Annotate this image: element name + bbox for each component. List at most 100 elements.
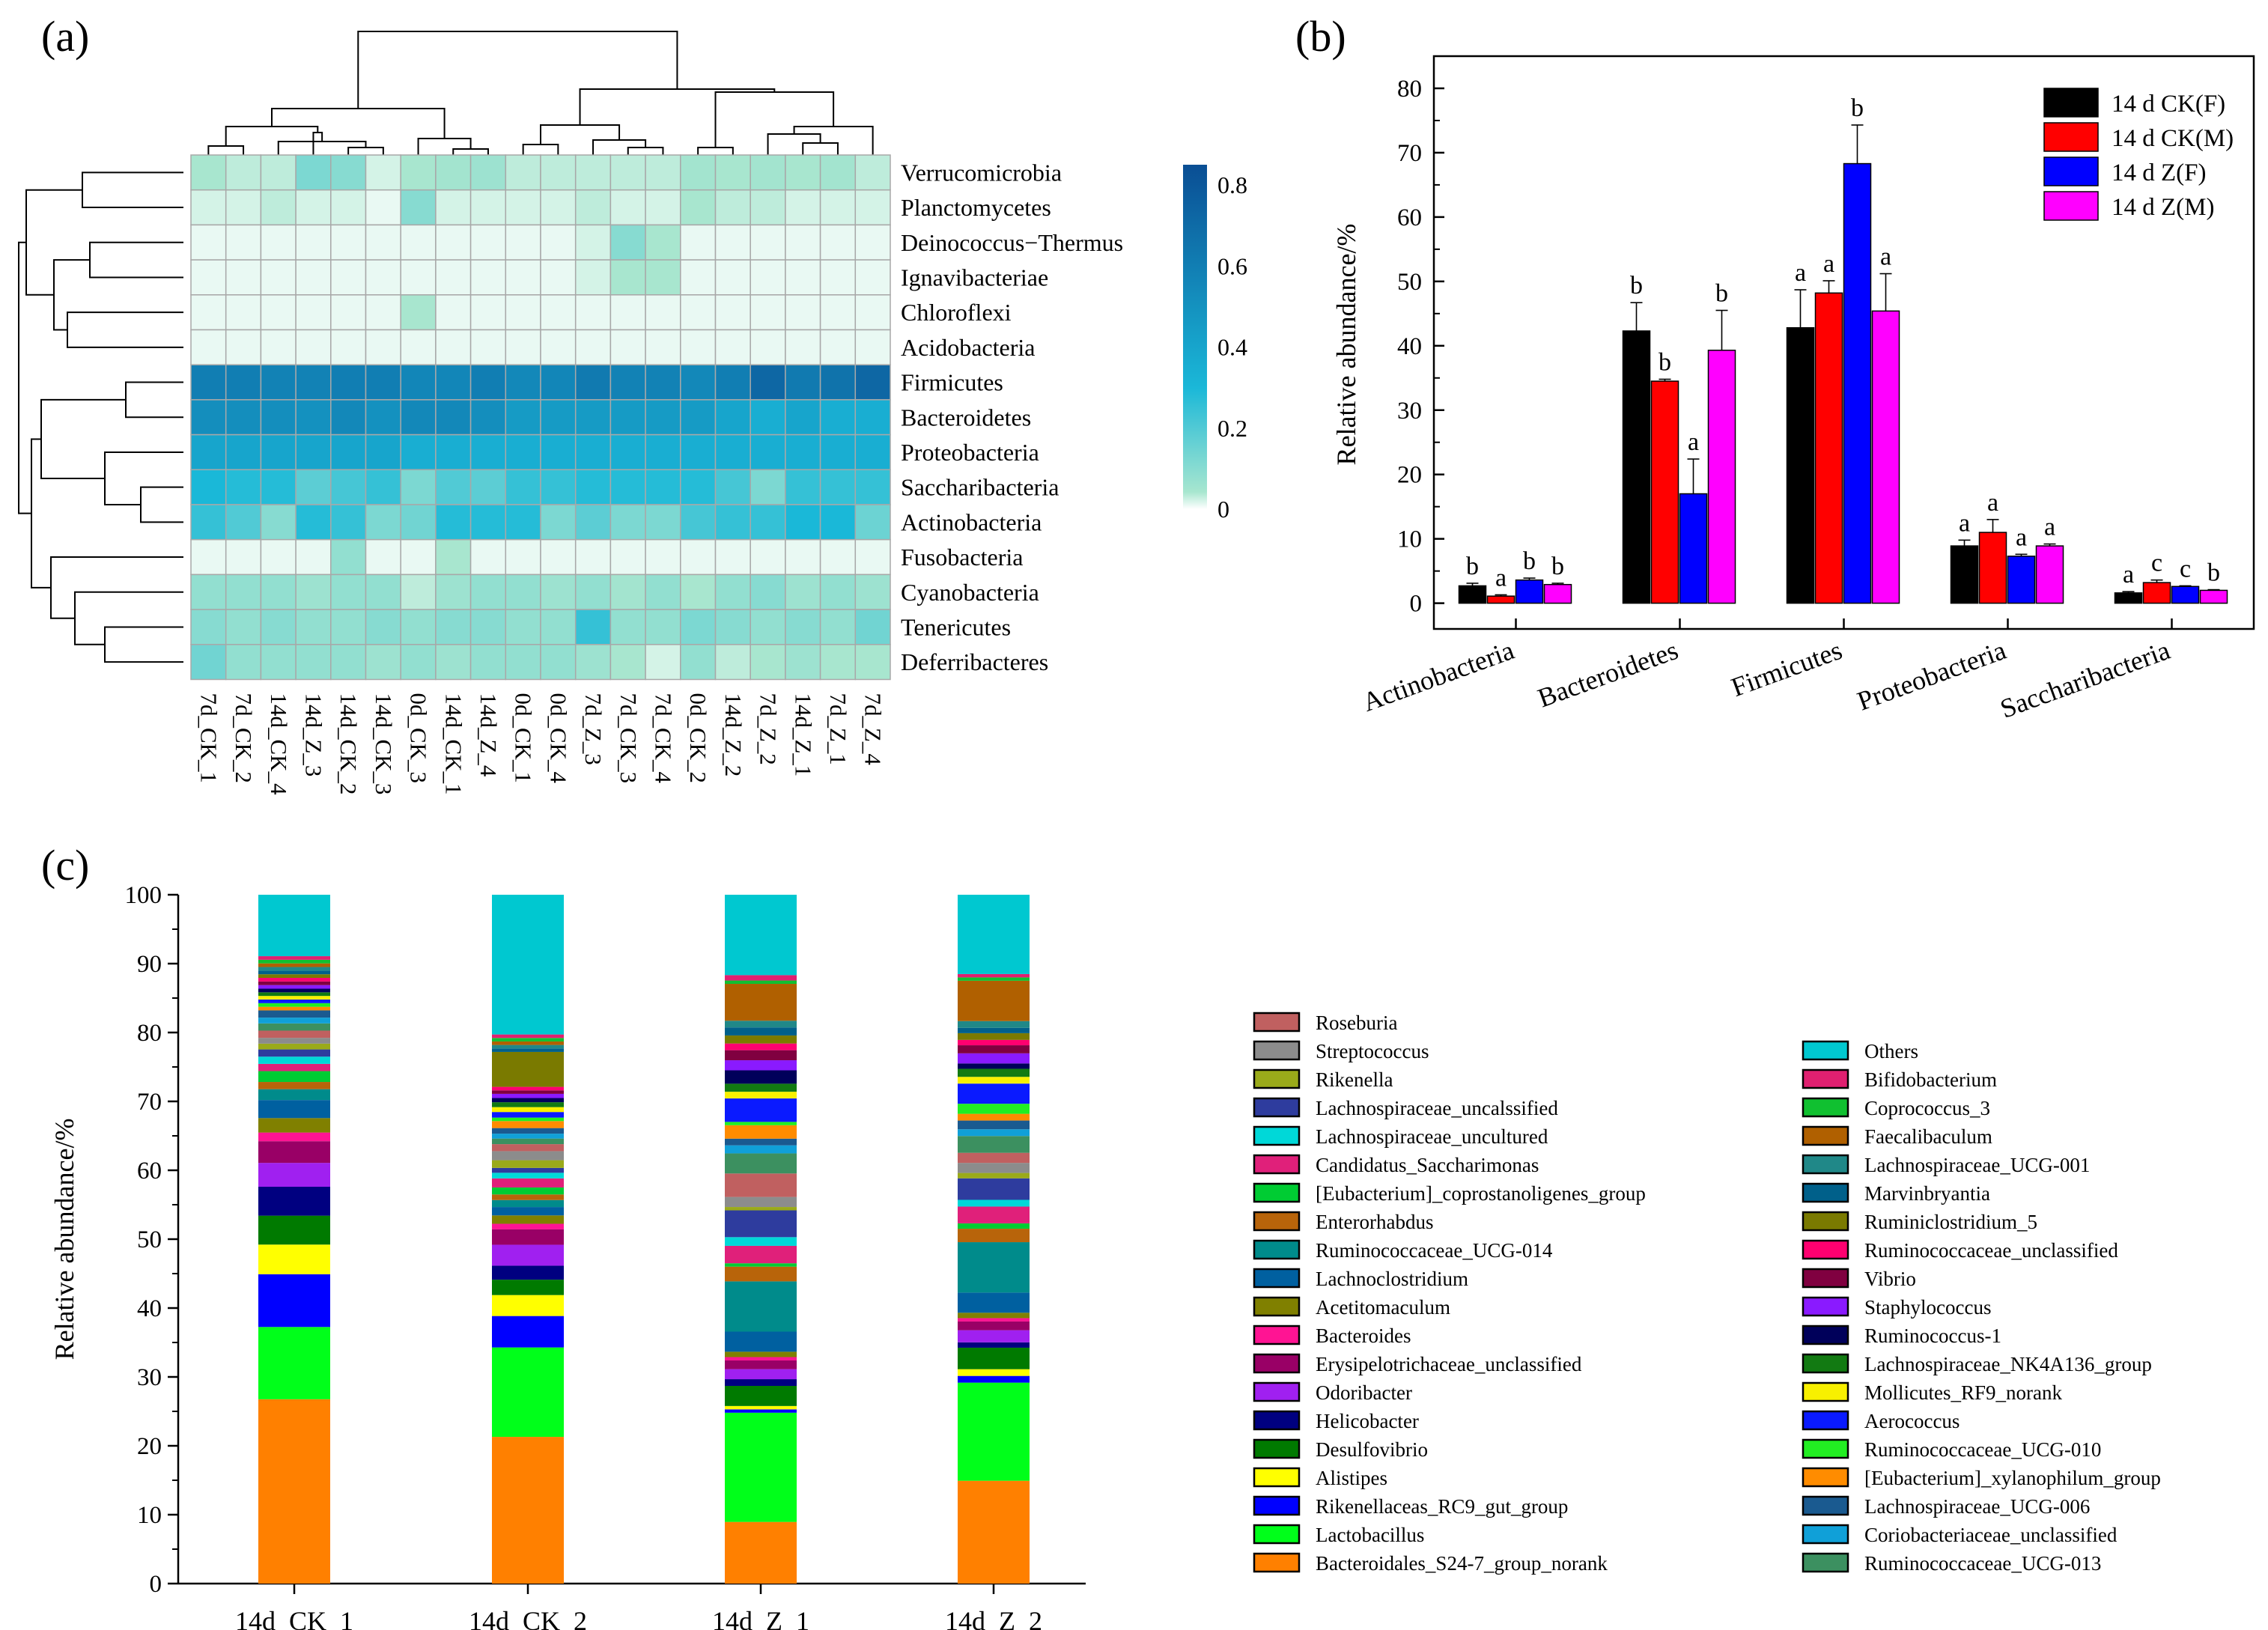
stack-segment	[725, 1173, 797, 1197]
heatmap-cell	[295, 294, 332, 331]
stack-segment	[725, 1405, 797, 1410]
stack-segment	[725, 980, 797, 985]
heatmap-cell	[609, 609, 646, 645]
stack-segment	[492, 1160, 564, 1168]
heatmap-cell	[574, 329, 612, 365]
stack-segment	[258, 1056, 330, 1064]
heatmap-cell	[435, 504, 472, 541]
legend-label: Streptococcus	[1316, 1040, 1429, 1062]
legend-swatch	[2043, 156, 2099, 186]
heatmap-cell	[469, 259, 507, 296]
heatmap-cell	[505, 189, 541, 226]
bar	[1843, 162, 1872, 604]
heatmap-cell	[260, 609, 297, 645]
dendrogram-branch	[74, 591, 183, 645]
stack-segment	[725, 1331, 797, 1352]
stack-segment	[958, 1347, 1030, 1369]
significance-letter: a	[2016, 523, 2027, 551]
heatmap-cell	[400, 504, 437, 541]
legend-label: [Eubacterium]_xylanophilum_group	[1864, 1467, 2161, 1489]
bar	[1622, 330, 1651, 604]
stack-segment	[492, 1280, 564, 1295]
legend-label: Ruminococcaceae_UCG-013	[1864, 1552, 2101, 1575]
heatmap-cell	[645, 469, 681, 505]
heatmap-cell	[540, 574, 577, 610]
stack-segment	[492, 1138, 564, 1145]
legend-swatch	[1253, 1438, 1301, 1459]
heatmap-cell	[400, 574, 437, 610]
stack-segment	[958, 1045, 1030, 1053]
heatmap-cell	[435, 259, 472, 296]
dendrogram-branch	[104, 626, 183, 663]
legend-swatch	[1802, 1325, 1849, 1345]
heatmap-cell	[365, 609, 401, 645]
dendrogram-branch	[697, 147, 734, 155]
heatmap-column-label: 7d_Z_3	[580, 693, 606, 765]
panel-label-a: (a)	[41, 12, 89, 61]
heatmap-cell	[750, 154, 786, 191]
heatmap-cell	[680, 259, 717, 296]
stack-segment	[958, 1199, 1030, 1207]
legend-label: Others	[1864, 1040, 1918, 1062]
heatmap-cell	[750, 538, 786, 576]
heatmap-cell	[540, 329, 577, 365]
heatmap-cell	[505, 469, 541, 505]
x-tick-label: Firmicutes	[1727, 635, 1846, 702]
heatmap-cell	[819, 644, 857, 681]
stack-segment	[958, 1163, 1030, 1173]
heatmap-cell	[714, 609, 751, 645]
heatmap-cell	[400, 364, 437, 401]
heatmap-cell	[190, 364, 227, 401]
stack-segment	[258, 967, 330, 971]
stack-segment	[725, 1266, 797, 1282]
bar	[2035, 545, 2064, 604]
stack-segment	[258, 1038, 330, 1044]
heatmap-cell	[435, 399, 472, 436]
heatmap-cell	[540, 469, 577, 505]
heatmap-cell	[574, 609, 612, 645]
heatmap-cell	[225, 154, 262, 191]
legend-label: Erysipelotrichaceae_unclassified	[1316, 1353, 1582, 1375]
stack-segment	[258, 978, 330, 982]
stack-segment	[958, 1292, 1030, 1313]
stack-segment	[492, 1093, 564, 1098]
y-tick-label: 80	[137, 1020, 162, 1047]
stack-segment	[492, 1038, 564, 1041]
heatmap-row-label: Chloroflexi	[901, 299, 1012, 326]
colorbar-tick-label: 0.8	[1217, 171, 1247, 198]
heatmap-cell	[645, 434, 681, 471]
heatmap-cell	[365, 294, 401, 331]
heatmap-cell	[469, 294, 507, 331]
y-tick-label: 70	[1397, 140, 1422, 167]
legend-swatch	[1802, 1495, 1849, 1516]
heatmap-cell	[645, 259, 681, 296]
heatmap-cell	[750, 504, 786, 541]
heatmap-cell	[400, 469, 437, 505]
heatmap-cell	[645, 294, 681, 331]
heatmap-cell	[609, 259, 646, 296]
heatmap-cell	[750, 609, 786, 645]
y-tick-label: 100	[125, 882, 162, 909]
stack-segment	[258, 996, 330, 1000]
stack-segment	[492, 1229, 564, 1245]
heatmap-cell	[854, 259, 891, 296]
y-tick-label: 30	[137, 1364, 162, 1391]
significance-letter: b	[1551, 553, 1564, 580]
stack-segment	[725, 1145, 797, 1154]
legend-swatch	[1802, 1154, 1849, 1175]
stack-segment	[958, 1113, 1030, 1121]
y-tick-label: 0	[150, 1571, 162, 1598]
stack-segment	[492, 1098, 564, 1103]
dendrogram-branch	[793, 126, 874, 155]
bar	[1543, 583, 1572, 604]
stack-segment	[725, 1060, 797, 1071]
stack-segment	[258, 1274, 330, 1328]
stack-segment	[258, 974, 330, 979]
heatmap-cell	[330, 609, 367, 645]
heatmap-cell	[225, 224, 262, 261]
heatmap-cell	[680, 224, 717, 261]
legend-label: Alistipes	[1316, 1467, 1387, 1489]
heatmap-cell	[750, 329, 786, 365]
stack-segment	[725, 895, 797, 976]
